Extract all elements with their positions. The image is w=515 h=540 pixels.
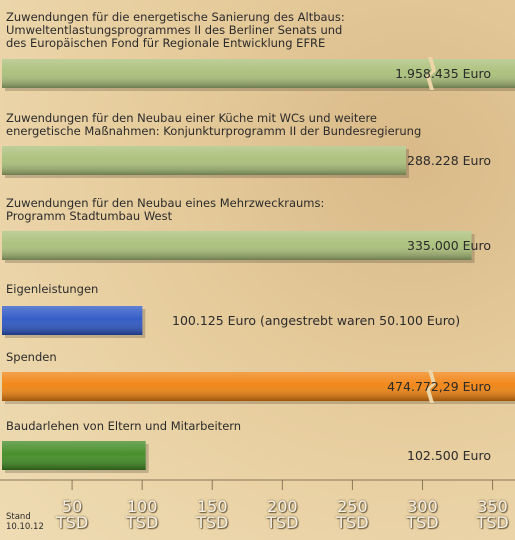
x-tick-label: 200 TSD <box>266 497 299 532</box>
value-label: 335.000 Euro <box>407 238 491 253</box>
category-label: Eigenleistungen <box>6 282 99 296</box>
x-tick-label: 250 TSD <box>336 497 369 532</box>
x-tick-label: 300 TSD <box>406 497 439 532</box>
bar-shading <box>2 231 472 260</box>
x-tick-label: 150 TSD <box>196 497 229 532</box>
category-label: Baudarlehen von Eltern und Mitarbeitern <box>6 419 242 433</box>
axis-break <box>426 57 436 90</box>
category-label: Zuwendungen für den Neubau einer Küche m… <box>6 111 422 138</box>
value-label: 102.500 Euro <box>407 448 491 463</box>
bar-shading <box>2 441 146 470</box>
value-label: 288.228 Euro <box>407 153 491 168</box>
bar-shading <box>2 306 143 335</box>
bar-shading <box>2 146 406 175</box>
x-tick-label: 50 TSD <box>55 497 89 532</box>
value-label: 1.958.435 Euro <box>395 66 491 81</box>
value-label: 100.125 Euro (angestrebt waren 50.100 Eu… <box>172 313 461 328</box>
value-label: 474.772,29 Euro <box>387 379 491 394</box>
footnote: Stand 10.10.12 <box>6 512 44 532</box>
x-tick-label: 350 TSD <box>476 497 509 532</box>
category-label: Zuwendungen für den Neubau eines Mehrzwe… <box>6 196 325 223</box>
category-label: Zuwendungen für die energetische Sanieru… <box>6 10 345 50</box>
x-tick-label: 100 TSD <box>126 497 159 532</box>
axis-break <box>426 370 436 403</box>
category-label: Spenden <box>6 350 57 364</box>
